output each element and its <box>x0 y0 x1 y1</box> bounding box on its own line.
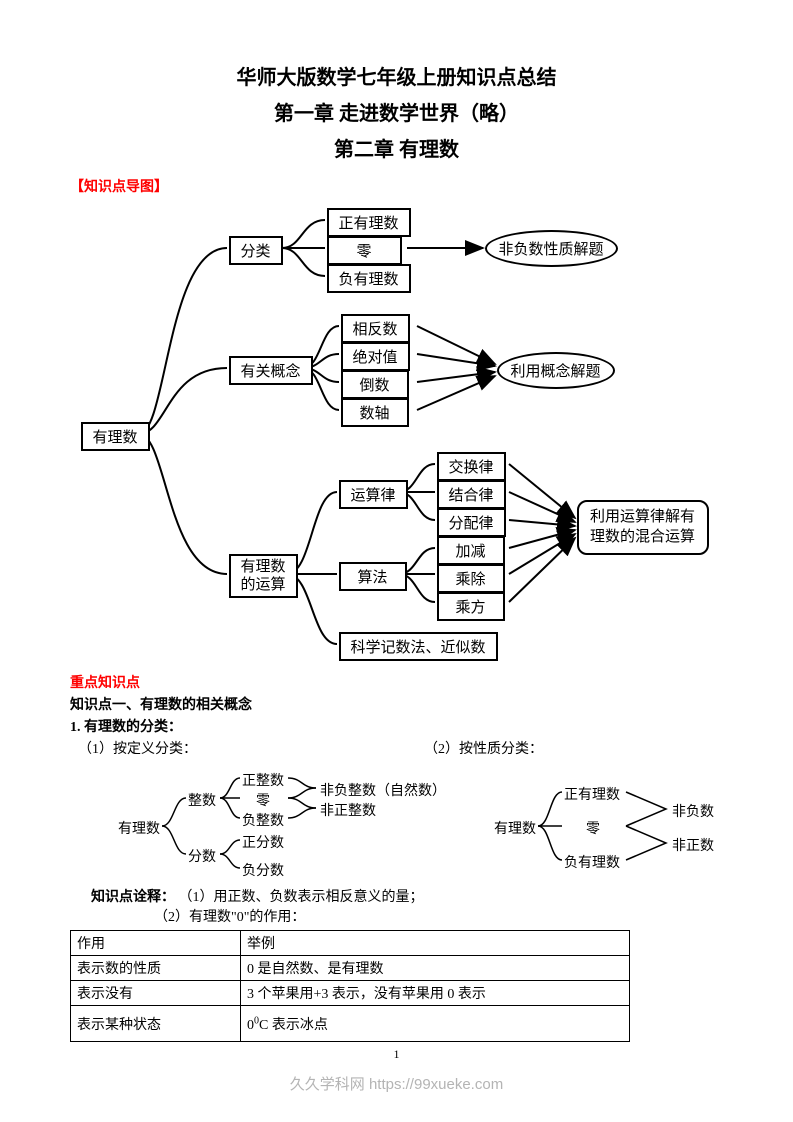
oval-b2: 利用概念解题 <box>497 352 615 389</box>
r3c2-pre: 0 <box>247 1018 254 1033</box>
by-prop: （2）按性质分类： <box>424 738 543 758</box>
doc-title-3: 第二章 有理数 <box>70 132 723 168</box>
zero-role-table: 作用 举例 表示数的性质 0 是自然数、是有理数 表示没有 3 个苹果用+3 表… <box>70 930 630 1042</box>
sdl-g2-1: 负分数 <box>242 860 284 880</box>
r2c2: 3 个苹果用+3 表示，没有苹果用 0 表示 <box>241 981 630 1006</box>
sdr-r2: 非正数 <box>672 835 714 855</box>
by-def: （1）按定义分类： <box>78 738 197 758</box>
sdl-g1-1: 零 <box>256 790 270 810</box>
box-b3-target: 利用运算律解有理数的混合运算 <box>577 500 709 555</box>
r3c1: 表示某种状态 <box>71 1006 241 1042</box>
node-b2-2: 倒数 <box>341 370 409 399</box>
section-guide: 【知识点导图】 <box>70 176 723 196</box>
section-keypoints: 重点知识点 <box>70 672 723 692</box>
node-b2-3: 数轴 <box>341 398 409 427</box>
node-b3: 有理数的运算 <box>229 554 298 598</box>
node-b2-1: 绝对值 <box>341 342 410 371</box>
r1c2: 0 是自然数、是有理数 <box>241 956 630 981</box>
r1c1: 表示数的性质 <box>71 956 241 981</box>
sdr-root: 有理数 <box>494 818 536 838</box>
node-root: 有理数 <box>81 422 150 451</box>
sdl-g1-0: 正整数 <box>242 770 284 790</box>
notes-label: 知识点诠释： <box>91 890 175 905</box>
table-row: 表示某种状态 00C 表示冰点 <box>71 1006 630 1042</box>
sdl-r2: 非正整数 <box>320 800 376 820</box>
sdr-1: 零 <box>586 818 600 838</box>
notes: 知识点诠释： （1）用正数、负数表示相反意义的量； （2）有理数"0"的作用： <box>70 886 723 926</box>
node-b3b-1: 乘除 <box>437 564 505 593</box>
sdr-r1: 非负数 <box>672 801 714 821</box>
th1: 作用 <box>71 931 241 956</box>
th2: 举例 <box>241 931 630 956</box>
node-b1-0: 正有理数 <box>327 208 411 237</box>
sdl-g1: 整数 <box>188 790 216 810</box>
node-b3b-2: 乘方 <box>437 592 505 621</box>
node-b3a: 运算律 <box>339 480 408 509</box>
node-b1-2: 负有理数 <box>327 264 411 293</box>
doc-title-2: 第一章 走进数学世界（略） <box>70 96 723 132</box>
page: 华师大版数学七年级上册知识点总结 第一章 走进数学世界（略） 第二章 有理数 【… <box>0 0 793 1082</box>
sdl-r1: 非负整数（自然数） <box>320 780 446 800</box>
oval-b1: 非负数性质解题 <box>485 230 618 267</box>
table-row: 表示数的性质 0 是自然数、是有理数 <box>71 956 630 981</box>
node-b1: 分类 <box>229 236 283 265</box>
doc-title-1: 华师大版数学七年级上册知识点总结 <box>70 60 723 96</box>
node-b3c: 科学记数法、近似数 <box>339 632 498 661</box>
sub-diagrams: 有理数 整数 正整数 零 负整数 非负整数（自然数） 非正整数 分数 正分数 负… <box>70 762 723 892</box>
r3c2-post: C 表示冰点 <box>259 1018 328 1033</box>
footer: 久久学科网 https://99xueke.com <box>0 1073 793 1094</box>
kp1: 知识点一、有理数的相关概念 <box>70 694 723 714</box>
node-b3a-1: 结合律 <box>437 480 506 509</box>
sdl-g1-2: 负整数 <box>242 810 284 830</box>
kp1-1: 1. 有理数的分类： <box>70 716 723 736</box>
node-b3a-0: 交换律 <box>437 452 506 481</box>
node-b3b: 算法 <box>339 562 407 591</box>
sdl-g2: 分数 <box>188 846 216 866</box>
page-number: 1 <box>0 1047 793 1062</box>
node-b3b-0: 加减 <box>437 536 505 565</box>
classification-row: （1）按定义分类： （2）按性质分类： <box>70 738 723 758</box>
sdl-g2-0: 正分数 <box>242 832 284 852</box>
node-b2: 有关概念 <box>229 356 313 385</box>
note2: （2）有理数"0"的作用： <box>154 910 305 925</box>
table-row: 作用 举例 <box>71 931 630 956</box>
sdr-2: 负有理数 <box>564 852 620 872</box>
concept-diagram: 有理数 分类 正有理数 零 负有理数 非负数性质解题 有关概念 相反数 绝对值 … <box>77 204 717 664</box>
r2c1: 表示没有 <box>71 981 241 1006</box>
table-row: 表示没有 3 个苹果用+3 表示，没有苹果用 0 表示 <box>71 981 630 1006</box>
node-b2-0: 相反数 <box>341 314 410 343</box>
sdr-0: 正有理数 <box>564 784 620 804</box>
r3c2: 00C 表示冰点 <box>241 1006 630 1042</box>
note1: （1）用正数、负数表示相反意义的量； <box>179 890 424 905</box>
node-b1-1: 零 <box>327 236 402 265</box>
node-b3a-2: 分配律 <box>437 508 506 537</box>
sdl-root: 有理数 <box>118 818 160 838</box>
